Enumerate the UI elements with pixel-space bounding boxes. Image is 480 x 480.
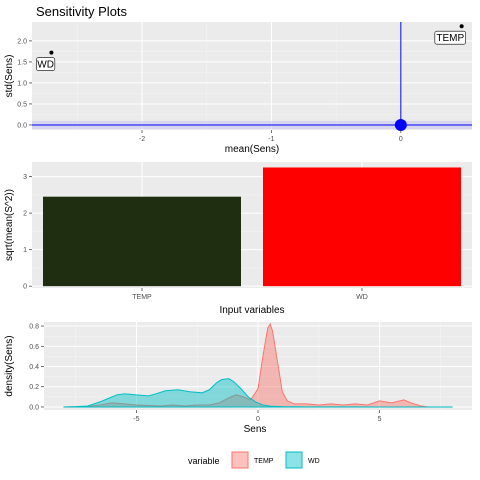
density-y-tick-label: 0.6: [29, 344, 39, 351]
scatter-y-tick-label: 2.0: [17, 38, 27, 45]
bar-wd: [263, 167, 461, 287]
scatter-y-axis-title: std(Sens): [4, 55, 15, 98]
scatter-point-temp: [459, 24, 464, 29]
scatter-point-label-temp: TEMP: [436, 33, 464, 44]
density-x-axis-title: Sens: [244, 424, 267, 435]
density-x-tick-label: -5: [133, 416, 139, 423]
density-x-tick-label: 5: [378, 416, 382, 423]
scatter-point-label-wd: WD: [37, 60, 54, 71]
chart-title: Sensitivity Plots: [36, 4, 128, 19]
scatter-x-tick-label: -2: [139, 136, 145, 143]
scatter-point-wd: [49, 50, 54, 55]
density-y-tick-label: 0.2: [29, 384, 39, 391]
bar-x-tick-label-temp: TEMP: [132, 294, 152, 301]
bar-temp: [43, 196, 241, 287]
scatter-y-tick-label: 1.0: [17, 80, 27, 87]
scatter-x-tick-label: 0: [399, 136, 403, 143]
density-x-tick-label: 0: [256, 416, 260, 423]
bar-y-tick-label: 2: [23, 211, 27, 218]
scatter-y-tick-label: 0.5: [17, 101, 27, 108]
scatter-label-box-temp: [434, 30, 466, 45]
bar-y-tick-label: 0: [23, 284, 27, 291]
scatter-origin-marker: [394, 118, 407, 131]
legend-title: variable: [188, 456, 220, 466]
density-y-axis-title: density(Sens): [4, 335, 15, 396]
legend-key-wd: [285, 451, 303, 469]
density-area-temp: [63, 322, 429, 408]
bar-y-tick-label: 1: [23, 247, 27, 254]
importance-bar-panel: 0 1 2 3 TEMP WD Input variables sqrt(mean(S^2…: [4, 162, 472, 316]
density-y-tick-label: 0.8: [29, 324, 39, 331]
density-y-tick-label: 0.0: [29, 404, 39, 411]
bar-x-axis-title: Input variables: [219, 305, 284, 316]
density-panel: -5 0 5 0.0 0.2 0.4 0.6 0.8 Sens density(Sens): [4, 322, 472, 435]
legend-key-temp: [231, 451, 249, 469]
bar-y-tick-label: 3: [23, 174, 27, 181]
scatter-x-tick-label: -1: [268, 136, 274, 143]
mean-std-scatter-panel: WD TEMP -2 -1 0 0.0 0.5 1.0 1.5 2.0 mean(Sens) s…: [4, 22, 472, 155]
legend-label-temp: TEMP: [254, 458, 274, 465]
bar-y-axis-title: sqrt(mean(S^2)): [4, 189, 15, 261]
scatter-y-tick-label: 1.5: [17, 59, 27, 66]
legend-label-wd: WD: [308, 458, 320, 465]
scatter-panel-background: [32, 22, 472, 130]
scatter-y-tick-label: 0.0: [17, 122, 27, 129]
density-y-tick-label: 0.4: [29, 364, 39, 371]
scatter-x-axis-title: mean(Sens): [225, 144, 279, 155]
density-area-wd: [63, 378, 453, 408]
scatter-label-box-wd: [36, 57, 56, 71]
bar-x-tick-label-wd: WD: [356, 294, 368, 301]
legend: variable TEMP WD: [188, 451, 320, 469]
